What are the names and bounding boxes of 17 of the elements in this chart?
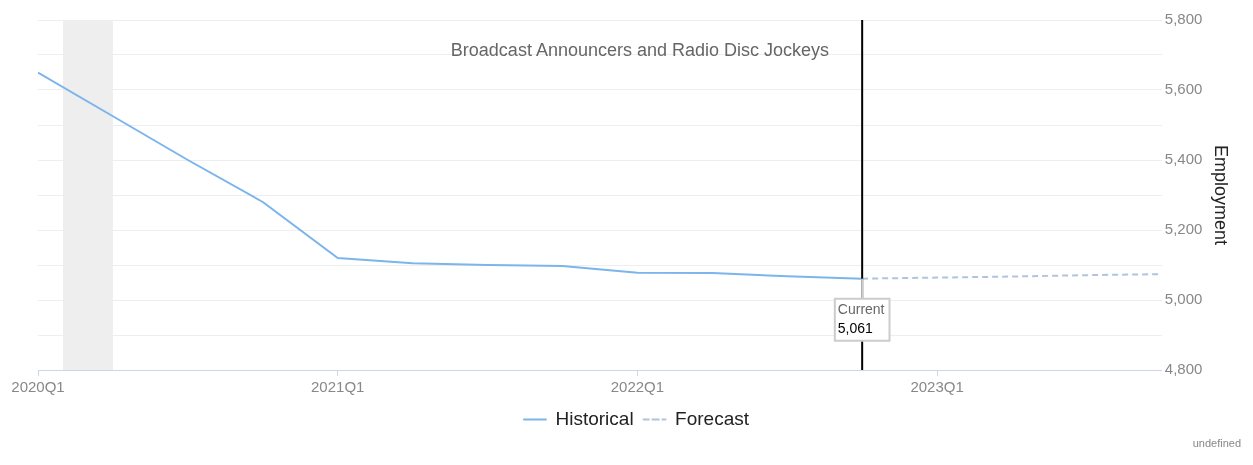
y-tick-label: 5,000 [1164, 290, 1203, 308]
y-axis-title: Employment [1211, 144, 1232, 246]
y-tick-label: 5,400 [1164, 150, 1203, 168]
y-tick-label: 5,600 [1164, 80, 1203, 98]
legend-label: Historical [555, 407, 634, 429]
x-tick-label: 2021Q1 [311, 378, 365, 396]
x-tick-label: 2020Q1 [11, 378, 65, 396]
x-tick-label: 2022Q1 [610, 378, 665, 396]
legend-label: Forecast [675, 407, 750, 429]
text: Broadcast Announcers and Radio Disc Jockeys [450, 39, 830, 60]
x-tick-label: 2023Q1 [910, 378, 964, 396]
y-tick-label: 5,200 [1164, 220, 1203, 238]
ref-line-label: Current [837, 300, 885, 317]
y-tick-label: 4,800 [1164, 360, 1203, 378]
text: undefined [1192, 436, 1241, 449]
y-tick-label: 5,800 [1164, 10, 1203, 28]
annotation: 5,061 [837, 319, 874, 336]
